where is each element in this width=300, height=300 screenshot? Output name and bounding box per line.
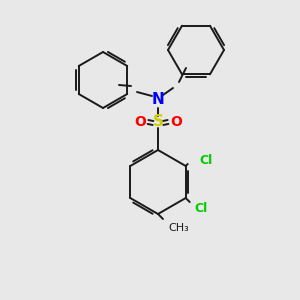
- Text: O: O: [170, 115, 182, 129]
- Text: Cl: Cl: [195, 202, 208, 215]
- Text: CH₃: CH₃: [168, 223, 189, 233]
- Text: N: N: [152, 92, 164, 107]
- Text: S: S: [152, 115, 164, 130]
- Text: Cl: Cl: [200, 154, 213, 166]
- Text: O: O: [134, 115, 146, 129]
